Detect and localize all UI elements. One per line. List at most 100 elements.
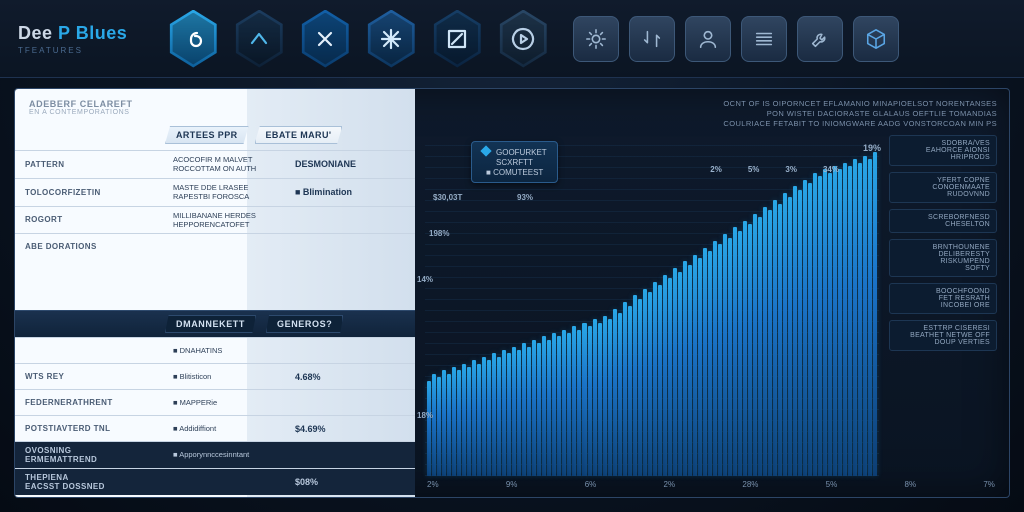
row-label: OVOSNINGERMEMATTREND bbox=[15, 442, 165, 468]
chart-pct-b: 198% bbox=[429, 229, 449, 238]
top-tick: 3% bbox=[785, 165, 797, 174]
table-row[interactable]: ROGORTMILLIBANANE HERDESHEPPORENCATOFET bbox=[15, 206, 415, 234]
cube-icon[interactable] bbox=[853, 16, 899, 62]
bar bbox=[643, 289, 647, 476]
tab-generos[interactable]: GENEROS? bbox=[266, 315, 343, 333]
bar bbox=[608, 319, 612, 476]
swap-icon[interactable] bbox=[629, 16, 675, 62]
row-detail: ■ Apporynnccesinntant bbox=[165, 446, 285, 463]
bar bbox=[623, 302, 627, 476]
table-row[interactable]: ABE DORATIONS bbox=[15, 233, 415, 259]
fan-icon[interactable] bbox=[365, 10, 417, 68]
bar bbox=[653, 282, 657, 476]
bar bbox=[683, 261, 687, 476]
six-icon[interactable] bbox=[167, 10, 219, 68]
bar bbox=[733, 227, 737, 476]
left-subtitle: EN A CONTEMPORATIONS bbox=[29, 109, 401, 116]
bar bbox=[517, 350, 521, 476]
main-panel: ADEBERF CELAREFT EN A CONTEMPORATIONS AR… bbox=[14, 88, 1010, 498]
bar bbox=[658, 285, 662, 476]
bar bbox=[783, 193, 787, 476]
bar bbox=[522, 343, 526, 476]
row-detail: MASTE DDE LRASEERAPESTBI FOROSCA bbox=[165, 179, 285, 206]
x-tick: 8% bbox=[905, 480, 917, 489]
bar bbox=[497, 357, 501, 476]
wrench-icon[interactable] bbox=[797, 16, 843, 62]
row-value: $08% bbox=[285, 473, 415, 491]
row-value: $4.69% bbox=[285, 420, 415, 438]
bar bbox=[728, 238, 732, 476]
row-label: ABE DORATIONS bbox=[15, 238, 165, 255]
x-tick: 7% bbox=[983, 480, 995, 489]
chart-header-l1: OCNT OF IS OIPORNCET EFLAMANIO MINAPIOEL… bbox=[425, 99, 997, 109]
bar bbox=[788, 197, 792, 476]
chart-top-end: 19% bbox=[863, 143, 881, 153]
chart-y-mid: 14% bbox=[417, 275, 433, 284]
bar bbox=[633, 295, 637, 476]
row-value bbox=[285, 451, 415, 459]
tab-dmannekett[interactable]: DMANNEKETT bbox=[165, 315, 256, 333]
bar bbox=[758, 217, 762, 476]
bar bbox=[723, 234, 727, 476]
bar bbox=[557, 336, 561, 476]
chart-header-l2: PON WISTEI DACIORASTE GLALAUS OEFTLIE TO… bbox=[425, 109, 997, 119]
bar bbox=[863, 156, 867, 476]
table-row[interactable]: OVOSNINGERMEMATTREND■ Apporynnccesinntan… bbox=[15, 441, 415, 468]
strip-line: CHESELTON bbox=[896, 221, 990, 228]
bar bbox=[648, 292, 652, 476]
bar bbox=[572, 326, 576, 476]
row-label: PATTERN bbox=[15, 156, 165, 173]
user-icon[interactable] bbox=[685, 16, 731, 62]
left-title: ADEBERF CELAREFT bbox=[29, 99, 401, 109]
row-detail: MILLIBANANE HERDESHEPPORENCATOFET bbox=[165, 207, 285, 234]
bar bbox=[447, 374, 451, 476]
row-label: TOLOCORFIZETIN bbox=[15, 184, 165, 201]
brand-part-2: P bbox=[58, 23, 70, 43]
table-row[interactable]: PATTERNACOCOFIR M MALVETROCCOTTAM ON AUT… bbox=[15, 150, 415, 178]
brand-part-1: Dee bbox=[18, 23, 53, 43]
row-value bbox=[285, 399, 415, 407]
bar bbox=[462, 364, 466, 476]
x-icon[interactable] bbox=[299, 10, 351, 68]
bar bbox=[603, 316, 607, 476]
table-row[interactable]: POTSTIAVTERD TNL■ Addidiffiont$4.69% bbox=[15, 415, 415, 441]
table-row[interactable]: TOLOCORFIZETINMASTE DDE LRASEERAPESTBI F… bbox=[15, 178, 415, 206]
bar bbox=[718, 244, 722, 476]
slash-box-icon[interactable] bbox=[431, 10, 483, 68]
brand-part-3: Blues bbox=[76, 23, 128, 43]
diamond-icon bbox=[480, 146, 491, 157]
gear-icon[interactable] bbox=[573, 16, 619, 62]
bar bbox=[858, 163, 862, 476]
x-tick: 6% bbox=[585, 480, 597, 489]
left-header: ADEBERF CELAREFT EN A CONTEMPORATIONS bbox=[15, 89, 415, 124]
strip-line: SOFTY bbox=[896, 265, 990, 272]
caret-up-icon[interactable] bbox=[233, 10, 285, 68]
stack-icon[interactable] bbox=[741, 16, 787, 62]
bar bbox=[848, 166, 852, 476]
row-detail bbox=[165, 478, 285, 486]
table-row[interactable]: WTS REY■ Blitisticon4.68% bbox=[15, 363, 415, 389]
strip-line: EAHORCE AIONSI bbox=[896, 147, 990, 154]
strip-line: YFERT COPNE bbox=[896, 177, 990, 184]
strip-line: BOOCHFOOND bbox=[896, 288, 990, 295]
play-ring-icon[interactable] bbox=[497, 10, 549, 68]
x-tick: 9% bbox=[506, 480, 518, 489]
bar bbox=[693, 255, 697, 476]
section-header: DMANNEKETT GENEROS? bbox=[15, 310, 415, 337]
row-value: 4.68% bbox=[285, 368, 415, 386]
row-label: POTSTIAVTERD TNL bbox=[15, 420, 165, 437]
tab-artees[interactable]: ARTEES PPR bbox=[165, 126, 249, 144]
tab-ebate[interactable]: EBATE MARU' bbox=[255, 126, 343, 144]
table-row[interactable]: ■ DNAHATINS bbox=[15, 337, 415, 363]
table-row[interactable]: THEPIENAEACSST DOSSNED$08% bbox=[15, 468, 415, 495]
x-tick: 28% bbox=[742, 480, 758, 489]
row-label: ROGORT bbox=[15, 211, 165, 228]
row-detail: ■ MAPPERie bbox=[165, 394, 285, 411]
bar bbox=[688, 265, 692, 476]
bar bbox=[813, 173, 817, 476]
bar bbox=[588, 326, 592, 476]
strip-line: ESTTRP CISERESI bbox=[896, 325, 990, 332]
top-tick: 34% bbox=[823, 165, 839, 174]
bar bbox=[803, 180, 807, 476]
table-row[interactable]: FEDERNERATHRENT■ MAPPERie bbox=[15, 389, 415, 415]
